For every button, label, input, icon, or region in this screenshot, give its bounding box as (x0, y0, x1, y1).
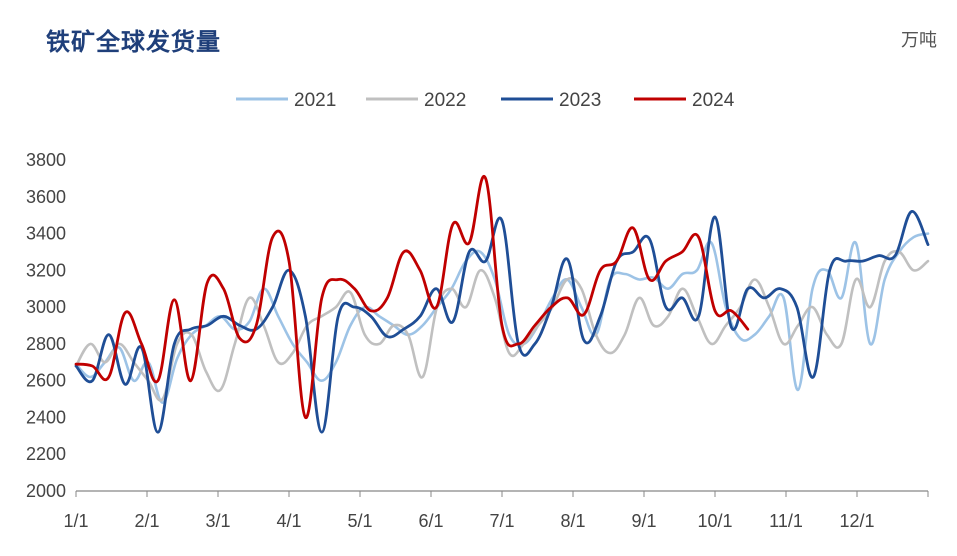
y-tick-label: 2800 (26, 334, 66, 354)
y-tick-label: 3800 (26, 150, 66, 170)
x-tick-label: 3/1 (205, 511, 230, 531)
x-tick-label: 11/1 (769, 511, 803, 531)
x-tick-label: 7/1 (489, 511, 514, 531)
y-tick-label: 3400 (26, 224, 66, 244)
x-tick-label: 2/1 (134, 511, 159, 531)
y-tick-label: 3200 (26, 260, 66, 280)
legend-label-2024: 2024 (692, 90, 735, 111)
x-tick-label: 4/1 (276, 511, 301, 531)
y-tick-label: 2000 (26, 481, 66, 501)
chart-title: 铁矿全球发货量 (46, 27, 221, 56)
x-tick-label: 5/1 (347, 511, 372, 531)
unit-label: 万吨 (901, 30, 937, 51)
y-tick-label: 2400 (26, 407, 66, 427)
legend-label-2021: 2021 (294, 90, 336, 111)
x-tick-label: 1/1 (63, 511, 88, 531)
legend-label-2023: 2023 (559, 90, 601, 111)
x-tick-label: 12/1 (839, 511, 874, 531)
series-line-2024 (74, 174, 750, 419)
y-tick-label: 3600 (26, 187, 66, 207)
x-tick-label: 9/1 (631, 511, 656, 531)
y-tick-label: 2600 (26, 371, 66, 391)
series-line-2023 (74, 210, 930, 434)
legend-label-2022: 2022 (424, 90, 466, 111)
x-tick-label: 10/1 (697, 511, 732, 531)
y-tick-label: 2200 (26, 444, 66, 464)
y-tick-label: 3000 (26, 297, 66, 317)
x-tick-label: 6/1 (418, 511, 443, 531)
x-tick-label: 8/1 (560, 511, 585, 531)
